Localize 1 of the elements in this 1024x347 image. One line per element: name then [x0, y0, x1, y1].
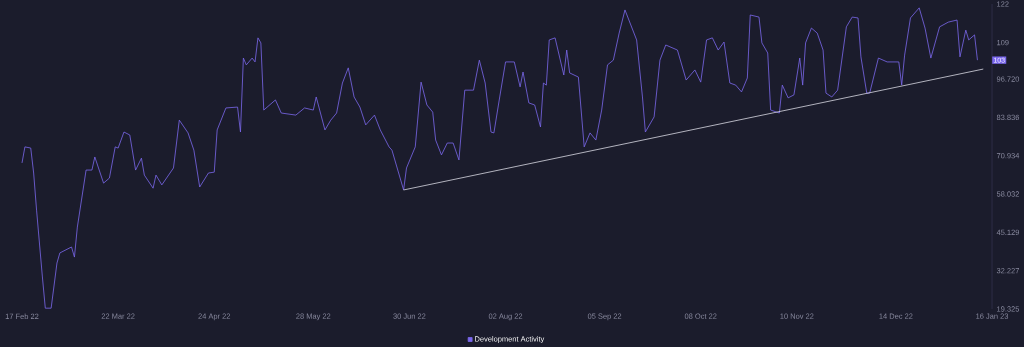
line-series	[21, 7, 978, 309]
